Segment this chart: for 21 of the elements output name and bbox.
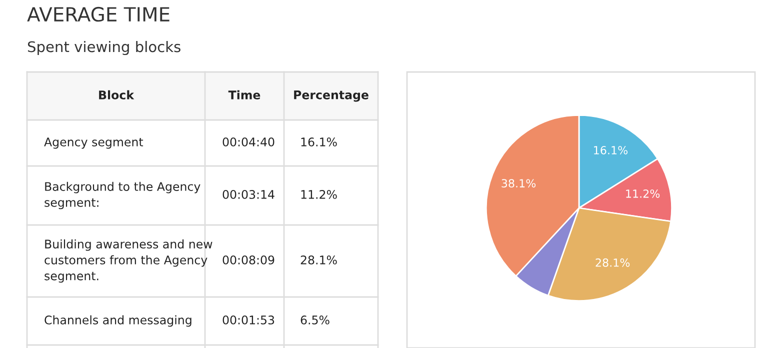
text: AVERAGE TIME (27, 6, 170, 22)
data-label: 11.2% (626, 189, 660, 198)
text: 00:03:14 (222, 190, 274, 199)
text: 00:08:09 (222, 255, 274, 264)
text: Background to the Agency segment: (44, 182, 200, 210)
text: Channels and messaging (44, 315, 192, 327)
text: Agency segment (44, 138, 144, 149)
data-label: 28.1% (596, 258, 630, 267)
text: 16.1% (301, 137, 337, 146)
data-label: 16.1% (594, 146, 628, 154)
text: 6.5% (300, 315, 330, 324)
data-label: 38.1% (502, 179, 536, 188)
text: 28.1% (300, 255, 337, 264)
text: Percentage (294, 90, 368, 102)
text: 00:04:40 (222, 137, 274, 146)
text: 11.2% (301, 190, 337, 199)
text: Building awareness and new customers from the Agency segment. (44, 239, 212, 283)
text: Block (99, 90, 134, 100)
text: Time (228, 90, 260, 100)
text: 00:01:53 (222, 315, 274, 324)
text: Spent viewing blocks (28, 40, 180, 56)
